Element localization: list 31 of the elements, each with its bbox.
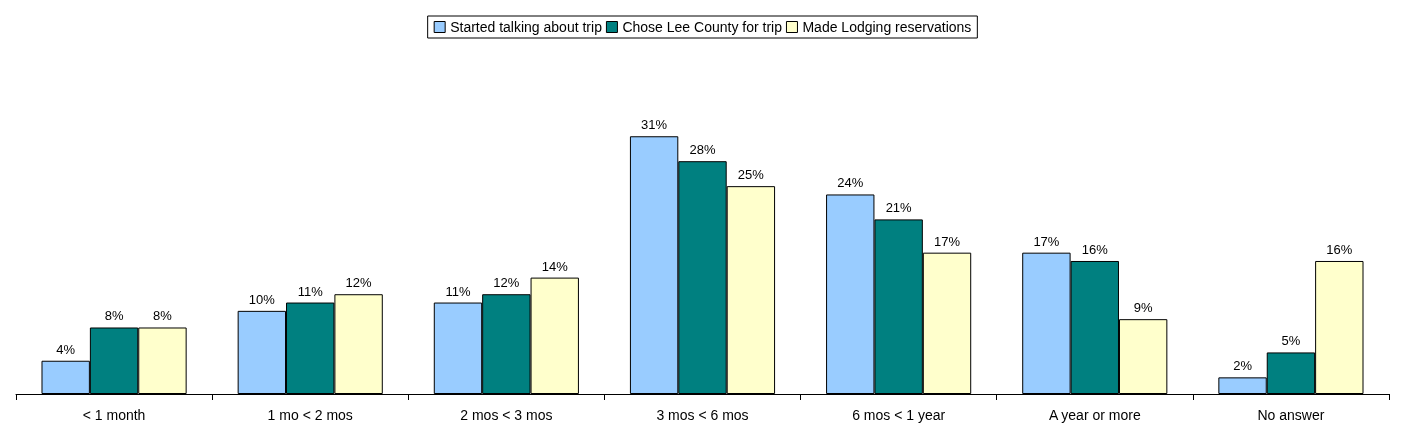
data-label: 31% (641, 117, 668, 133)
data-label: 8% (104, 308, 124, 324)
data-label: 9% (1133, 300, 1153, 316)
data-label: 16% (1081, 241, 1109, 257)
data-label: 2% (1233, 358, 1253, 374)
x-tick-label: 6 mos < 1 year (852, 407, 946, 423)
data-label: 28% (689, 142, 716, 158)
data-label: 17% (934, 233, 961, 249)
data-label: 16% (1326, 241, 1353, 257)
legend-label: Started talking about trip (450, 19, 603, 35)
data-label: 12% (345, 275, 373, 291)
data-label: 11% (445, 283, 471, 299)
legend-label: Made Lodging reservations (802, 19, 972, 35)
x-tick-label: 1 mo < 2 mos (267, 407, 353, 423)
data-label: 11% (297, 283, 324, 299)
data-label: 21% (885, 200, 913, 216)
x-tick-label: 2 mos < 3 mos (460, 407, 553, 423)
data-label: 4% (56, 341, 76, 357)
data-label: 17% (1033, 233, 1060, 249)
data-label: 14% (541, 258, 569, 274)
data-label: 5% (1281, 333, 1301, 349)
legend-label: Chose Lee County for trip (622, 19, 783, 35)
data-label: 24% (837, 175, 864, 191)
data-label: 25% (737, 167, 765, 183)
x-tick-label: 3 mos < 6 mos (656, 407, 749, 423)
data-label: 10% (248, 291, 276, 307)
data-label: 8% (153, 308, 173, 324)
data-label: 12% (493, 275, 520, 291)
x-tick-label: < 1 month (82, 407, 146, 423)
x-tick-label: A year or more (1048, 407, 1141, 423)
x-tick-label: No answer (1257, 407, 1325, 423)
